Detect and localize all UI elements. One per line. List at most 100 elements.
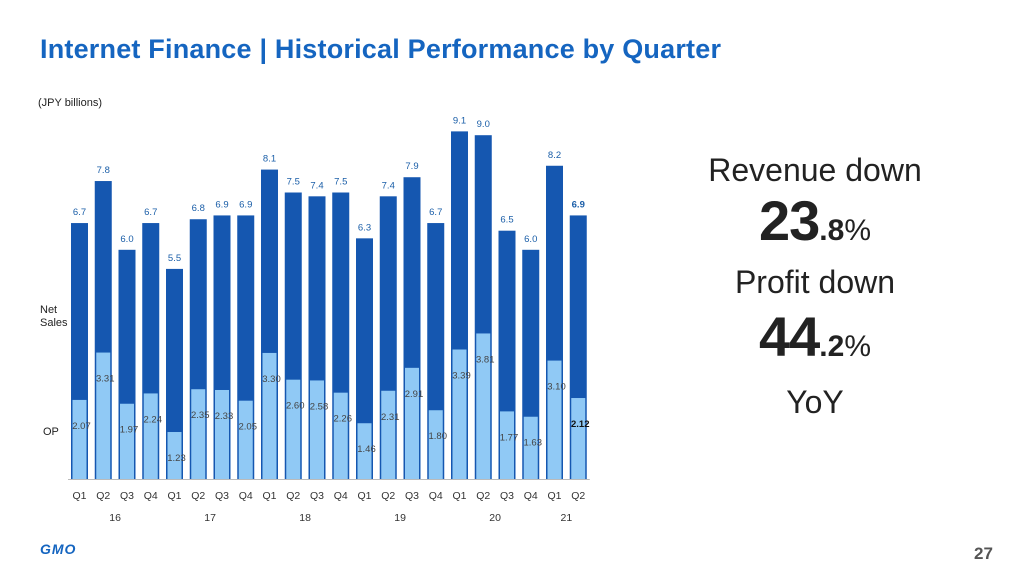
- unit-label: (JPY billions): [38, 97, 102, 109]
- op-bar: [571, 398, 586, 479]
- op-value-label: 1.46: [357, 444, 376, 455]
- op-bar: [262, 352, 277, 479]
- op-value-label: 1.77: [500, 432, 519, 443]
- year-label: 17: [204, 512, 216, 524]
- net-sales-value-label: 6.3: [358, 222, 371, 233]
- profit-dec: .2: [819, 330, 845, 363]
- x-tick-label: Q1: [167, 490, 181, 502]
- x-tick-label: Q2: [381, 490, 395, 502]
- op-value-label: 2.60: [286, 401, 305, 412]
- net-sales-value-label: 7.4: [382, 180, 395, 191]
- x-tick-label: Q1: [72, 490, 86, 502]
- op-value-label: 2.91: [405, 389, 424, 400]
- op-bar: [143, 393, 158, 479]
- op-value-label: 3.30: [262, 374, 281, 385]
- op-value-label: 1.63: [524, 438, 543, 449]
- page-title: Internet Finance | Historical Performanc…: [40, 34, 722, 64]
- net-sales-value-label: 6.8: [192, 203, 205, 214]
- x-tick-label: Q2: [476, 490, 490, 502]
- profit-pct: %: [844, 330, 871, 363]
- net-sales-value-label: 7.8: [97, 165, 110, 176]
- yoy-label: YoY: [786, 384, 844, 420]
- year-label: 16: [109, 512, 121, 524]
- op-value-label: 3.81: [476, 354, 495, 365]
- x-tick-label: Q3: [310, 490, 324, 502]
- op-bar: [452, 349, 467, 479]
- op-value-label: 3.31: [96, 374, 115, 385]
- x-tick-label: Q1: [452, 490, 466, 502]
- x-tick-label: Q2: [191, 490, 205, 502]
- op-bar: [333, 392, 348, 479]
- op-value-label: 3.10: [547, 382, 566, 393]
- op-value-label: 1.23: [167, 453, 186, 464]
- net-sales-bar: [356, 238, 373, 479]
- net-sales-bar: [166, 268, 183, 479]
- op-value-label: 1.97: [120, 425, 139, 436]
- net-sales-value-label: 7.5: [287, 177, 300, 188]
- op-value-label: 1.80: [429, 431, 448, 442]
- op-value-label: 2.12: [571, 419, 590, 430]
- x-tick-label: Q4: [144, 490, 158, 502]
- net-sales-value-label: 7.5: [334, 177, 347, 188]
- net-sales-value-label: 6.9: [572, 199, 585, 210]
- op-bar: [120, 403, 134, 479]
- op-bar: [286, 379, 301, 479]
- op-value-label: 2.26: [334, 414, 353, 425]
- op-value-label: 2.31: [381, 412, 400, 423]
- page-number: 27: [974, 544, 993, 563]
- op-bar: [238, 400, 253, 479]
- net-sales-label: Net Sales: [40, 304, 68, 329]
- profit-change: 44.2%: [680, 306, 950, 378]
- op-bar: [310, 380, 324, 479]
- op-value-label: 2.35: [191, 410, 210, 421]
- revenue-label: Revenue down: [708, 152, 922, 188]
- op-axis-label: OP: [43, 426, 59, 439]
- op-bar: [357, 423, 372, 479]
- op-bar: [167, 432, 182, 479]
- net-sales-value-label: 8.1: [263, 154, 276, 165]
- op-bar: [96, 352, 111, 479]
- net-sales-value-label: 6.5: [500, 215, 513, 226]
- x-tick-label: Q4: [524, 490, 538, 502]
- gmo-logo: GMO: [40, 541, 77, 557]
- x-tick-label: Q1: [547, 490, 561, 502]
- op-value-label: 2.05: [239, 422, 258, 433]
- net-sales-value-label: 7.9: [405, 161, 418, 172]
- x-tick-label: Q2: [286, 490, 300, 502]
- op-bar: [381, 390, 396, 479]
- net-sales-value-label: 6.9: [239, 199, 252, 210]
- op-value-label: 2.07: [72, 421, 91, 432]
- net-sales-axis-label: Net Sales: [40, 304, 68, 330]
- op-bar: [191, 389, 206, 479]
- net-sales-value-label: 5.5: [168, 253, 181, 264]
- op-bar: [428, 410, 443, 479]
- x-tick-label: Q4: [239, 490, 253, 502]
- net-sales-value-label: 6.7: [144, 207, 157, 218]
- op-bar: [72, 399, 87, 479]
- year-label: 20: [489, 512, 501, 524]
- op-bar: [500, 411, 514, 479]
- net-sales-value-label: 6.0: [524, 234, 537, 245]
- net-sales-value-label: 6.0: [120, 234, 133, 245]
- net-sales-value-label: 8.2: [548, 150, 561, 161]
- net-sales-value-label: 7.4: [310, 180, 323, 191]
- net-sales-value-label: 6.7: [73, 207, 86, 218]
- net-sales-value-label: 9.0: [477, 119, 490, 130]
- op-value-label: 2.24: [144, 414, 163, 425]
- x-tick-label: Q3: [120, 490, 134, 502]
- op-value-label: 3.39: [452, 371, 471, 382]
- profit-label: Profit down: [734, 264, 896, 300]
- op-label: OP: [43, 426, 59, 438]
- revenue-change: 23.8%: [680, 190, 950, 262]
- op-bar: [405, 367, 419, 479]
- revenue-pct: %: [844, 214, 871, 247]
- x-tick-label: Q2: [96, 490, 110, 502]
- revenue-int: 23: [758, 189, 820, 252]
- x-tick-label: Q1: [357, 490, 371, 502]
- op-bar: [523, 416, 538, 479]
- net-sales-value-label: 9.1: [453, 115, 466, 126]
- op-bar: [547, 360, 562, 479]
- revenue-dec: .8: [819, 214, 845, 247]
- x-tick-label: Q3: [215, 490, 229, 502]
- op-bar: [476, 333, 491, 479]
